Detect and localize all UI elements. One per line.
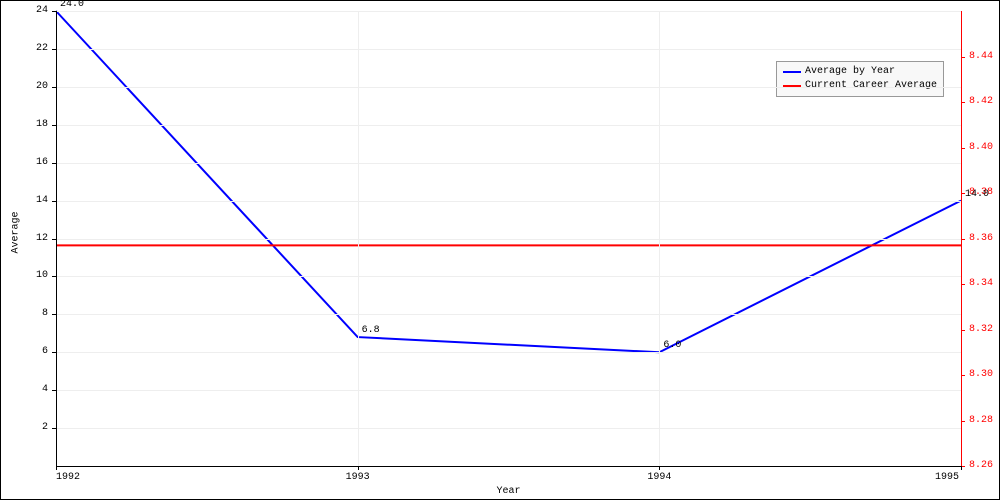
tick-mark <box>52 390 56 391</box>
legend: Average by Year Current Career Average <box>776 61 944 97</box>
gridline-horizontal <box>56 87 961 88</box>
legend-item-average-by-year: Average by Year <box>783 65 937 79</box>
y-right-tick-label: 8.32 <box>969 324 993 335</box>
x-tick-label: 1993 <box>346 472 370 483</box>
tick-mark <box>52 49 56 50</box>
tick-mark <box>52 428 56 429</box>
y-left-tick-label: 4 <box>42 384 48 395</box>
tick-mark <box>961 284 965 285</box>
y-axis-left-label: Average <box>11 223 22 253</box>
y-right-tick-label: 8.34 <box>969 278 993 289</box>
tick-mark <box>52 11 56 12</box>
tick-mark <box>52 352 56 353</box>
x-axis <box>56 466 961 467</box>
gridline-horizontal <box>56 201 961 202</box>
legend-swatch <box>783 71 801 73</box>
legend-label: Average by Year <box>805 65 895 79</box>
y-left-tick-label: 2 <box>42 422 48 433</box>
y-axis-left <box>56 11 57 466</box>
tick-mark <box>659 466 660 470</box>
y-left-tick-label: 10 <box>36 270 48 281</box>
y-left-tick-label: 8 <box>42 308 48 319</box>
gridline-horizontal <box>56 49 961 50</box>
x-tick-label: 1995 <box>935 472 959 483</box>
gridline-vertical <box>358 11 359 466</box>
gridline-vertical <box>659 11 660 466</box>
tick-mark <box>52 314 56 315</box>
y-right-tick-label: 8.26 <box>969 460 993 471</box>
tick-mark <box>961 375 965 376</box>
tick-mark <box>52 87 56 88</box>
tick-mark <box>961 330 965 331</box>
y-right-tick-label: 8.44 <box>969 51 993 62</box>
data-point-label: 6.0 <box>663 340 681 351</box>
tick-mark <box>52 201 56 202</box>
y-right-tick-label: 8.28 <box>969 415 993 426</box>
gridline-horizontal <box>56 276 961 277</box>
y-right-tick-label: 8.42 <box>969 96 993 107</box>
gridline-horizontal <box>56 390 961 391</box>
tick-mark <box>961 466 962 470</box>
y-right-tick-label: 8.30 <box>969 369 993 380</box>
gridline-horizontal <box>56 314 961 315</box>
tick-mark <box>52 276 56 277</box>
tick-mark <box>961 421 965 422</box>
gridline-horizontal <box>56 163 961 164</box>
x-axis-label: Year <box>497 486 521 497</box>
gridline-horizontal <box>56 125 961 126</box>
y-left-tick-label: 6 <box>42 346 48 357</box>
x-tick-label: 1994 <box>647 472 671 483</box>
data-point-label: 24.0 <box>60 0 84 10</box>
y-right-tick-label: 8.40 <box>969 142 993 153</box>
gridline-horizontal <box>56 239 961 240</box>
gridline-horizontal <box>56 428 961 429</box>
tick-mark <box>52 163 56 164</box>
y-left-tick-label: 12 <box>36 233 48 244</box>
tick-mark <box>961 148 965 149</box>
y-left-tick-label: 14 <box>36 195 48 206</box>
x-tick-label: 1992 <box>56 472 80 483</box>
y-left-tick-label: 24 <box>36 5 48 16</box>
data-point-label: 6.8 <box>362 325 380 336</box>
tick-mark <box>358 466 359 470</box>
y-left-tick-label: 20 <box>36 81 48 92</box>
data-point-label: 14.0 <box>965 189 989 200</box>
tick-mark <box>961 57 965 58</box>
tick-mark <box>56 466 57 470</box>
chart-container: Average by Year Current Career Average 2… <box>0 0 1000 500</box>
tick-mark <box>961 102 965 103</box>
tick-mark <box>52 239 56 240</box>
y-left-tick-label: 22 <box>36 43 48 54</box>
gridline-horizontal <box>56 352 961 353</box>
y-left-tick-label: 16 <box>36 157 48 168</box>
y-left-tick-label: 18 <box>36 119 48 130</box>
gridline-horizontal <box>56 11 961 12</box>
tick-mark <box>52 125 56 126</box>
y-right-tick-label: 8.36 <box>969 233 993 244</box>
tick-mark <box>961 239 965 240</box>
